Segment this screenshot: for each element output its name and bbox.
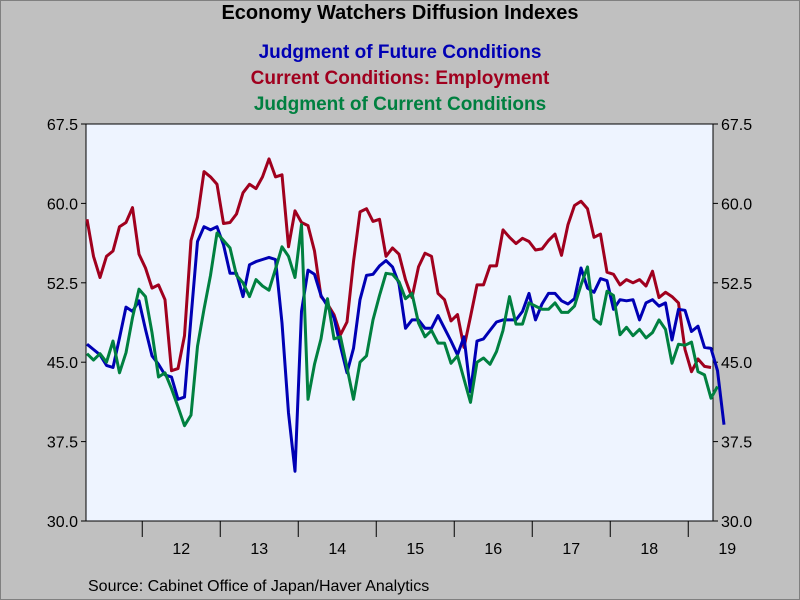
y-tick-label-right: 37.5 xyxy=(721,435,752,452)
x-tick-label: 19 xyxy=(718,541,736,558)
x-tick-label: 14 xyxy=(328,541,346,558)
y-tick-label-right: 67.5 xyxy=(721,117,752,134)
y-tick-label-left: 67.5 xyxy=(47,117,78,134)
subtitle-employment: Current Conditions: Employment xyxy=(250,68,550,89)
y-tick-label-left: 60.0 xyxy=(47,196,78,213)
axes: 30.0 30.0 37.5 37.5 45.0 45.0 52.5 52.5 60.0 60.0… xyxy=(47,117,752,558)
x-tick-label: 18 xyxy=(640,541,658,558)
x-tick-label: 13 xyxy=(250,541,268,558)
y-tick-label-right: 52.5 xyxy=(721,276,752,293)
series-line xyxy=(86,225,726,473)
x-tick-label: 15 xyxy=(406,541,424,558)
source-note: Source: Cabinet Office of Japan/Haver An… xyxy=(88,578,430,595)
y-tick-label-left: 37.5 xyxy=(47,435,78,452)
y-tick-label-right: 30.0 xyxy=(721,514,752,531)
y-tick-label-left: 30.0 xyxy=(47,514,78,531)
y-tick-label-right: 45.0 xyxy=(721,355,752,372)
series-line xyxy=(85,157,712,374)
y-tick-label-left: 52.5 xyxy=(47,276,78,293)
subtitle-current: Judgment of Current Conditions xyxy=(253,94,547,115)
subtitle-future: Judgment of Future Conditions xyxy=(258,42,542,63)
chart-title: Economy Watchers Diffusion Indexes xyxy=(221,2,579,24)
series-lines xyxy=(85,157,726,473)
y-tick-label-left: 45.0 xyxy=(47,355,78,372)
x-tick-label: 16 xyxy=(484,541,502,558)
x-tick-label: 12 xyxy=(172,541,190,558)
series-line xyxy=(85,223,719,428)
y-tick-label-right: 60.0 xyxy=(721,196,752,213)
x-tick-label: 17 xyxy=(562,541,580,558)
